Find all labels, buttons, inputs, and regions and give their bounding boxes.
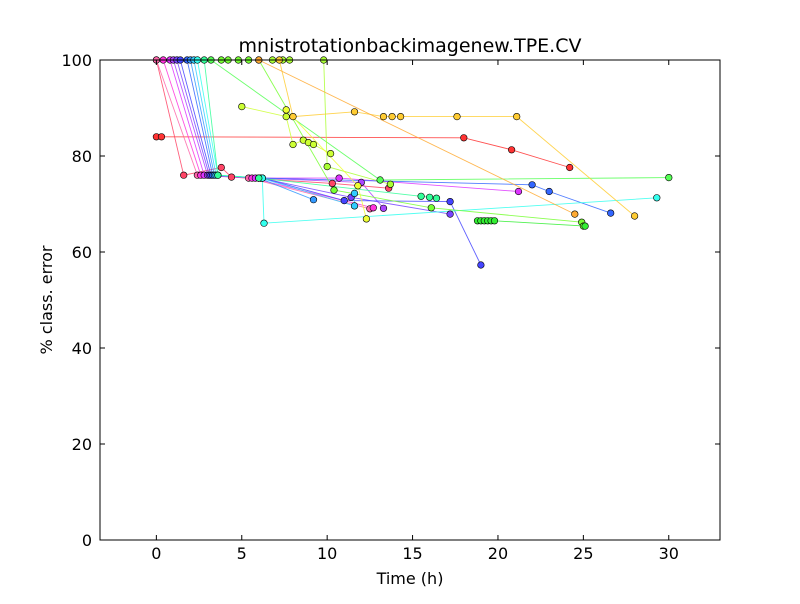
y-tick-label: 80	[72, 147, 92, 166]
data-point	[653, 194, 661, 202]
data-point	[217, 163, 225, 172]
data-point	[379, 112, 388, 121]
data-point	[417, 192, 425, 200]
data-point	[350, 108, 359, 116]
y-tick-label: 100	[61, 51, 92, 70]
data-point	[289, 140, 297, 149]
data-point	[630, 212, 639, 220]
data-point	[350, 189, 359, 197]
data-point	[513, 112, 521, 121]
y-tick-label: 40	[72, 339, 92, 358]
data-point	[460, 134, 468, 142]
data-point	[386, 180, 395, 188]
x-tick-label: 5	[237, 544, 247, 563]
y-axis-label: % class. error	[37, 245, 56, 354]
data-point	[309, 196, 318, 204]
data-point	[335, 174, 343, 182]
series-line-2	[155, 59, 389, 189]
data-point	[508, 146, 516, 154]
data-point	[566, 163, 574, 172]
data-point	[397, 112, 405, 121]
data-point	[282, 106, 290, 114]
data-point	[354, 182, 362, 190]
data-point	[330, 186, 338, 194]
plot-frame	[99, 59, 721, 541]
plot-area	[100, 60, 720, 540]
data-point	[427, 204, 435, 212]
x-tick-label: 0	[151, 544, 161, 563]
data-point	[327, 150, 335, 158]
data-point	[180, 171, 188, 179]
data-point	[426, 193, 434, 201]
data-point	[581, 222, 589, 230]
data-point	[607, 209, 615, 217]
data-point	[340, 197, 348, 205]
x-tick-label: 30	[659, 544, 679, 563]
x-tick-label: 25	[573, 544, 593, 563]
data-point	[309, 140, 318, 149]
data-point	[328, 179, 336, 187]
series-layer	[152, 56, 673, 269]
data-point	[157, 133, 166, 141]
data-point	[490, 217, 499, 225]
data-point	[323, 163, 331, 171]
data-point	[571, 210, 579, 218]
series-line-8	[179, 59, 482, 266]
tick-layer: 0 5 10 15 20 25 30 0 20 40 60 80 100	[61, 51, 720, 563]
x-tick-label: 10	[317, 544, 337, 563]
x-tick-label: 20	[488, 544, 508, 563]
x-axis-label: Time (h)	[376, 569, 444, 588]
data-point	[453, 112, 461, 121]
data-point	[255, 174, 263, 182]
data-point	[545, 187, 553, 196]
data-point	[379, 204, 388, 212]
data-point	[432, 194, 441, 202]
data-point	[227, 173, 236, 181]
data-point	[289, 112, 297, 121]
data-point	[514, 187, 523, 196]
data-point	[282, 112, 290, 121]
data-point	[376, 176, 384, 184]
data-point	[477, 261, 485, 269]
y-tick-label: 0	[82, 531, 92, 550]
data-point	[260, 219, 268, 227]
chart-title: mnistrotationbackimagenew.TPE.CV	[239, 35, 582, 57]
data-point	[665, 174, 673, 182]
y-tick-label: 20	[72, 435, 92, 454]
data-point	[362, 215, 371, 223]
data-point	[446, 210, 454, 218]
y-tick-label: 60	[72, 243, 92, 262]
series-line-21	[258, 59, 575, 215]
data-point	[350, 202, 359, 210]
data-point	[214, 171, 222, 179]
data-point	[528, 181, 536, 189]
series-line-9	[186, 59, 611, 214]
data-point	[446, 198, 454, 206]
data-point	[238, 102, 246, 111]
data-point	[369, 204, 377, 212]
data-point	[388, 112, 396, 121]
x-tick-label: 15	[402, 544, 422, 563]
